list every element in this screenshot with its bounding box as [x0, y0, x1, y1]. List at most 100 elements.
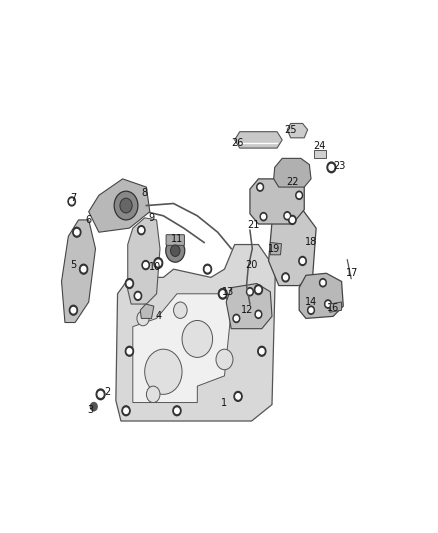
- Circle shape: [325, 300, 332, 308]
- Text: 14: 14: [305, 297, 317, 307]
- Text: 16: 16: [327, 303, 339, 313]
- Circle shape: [257, 183, 264, 191]
- Text: 22: 22: [286, 177, 299, 187]
- Circle shape: [205, 266, 210, 272]
- FancyBboxPatch shape: [166, 235, 184, 245]
- Circle shape: [136, 293, 140, 298]
- Circle shape: [203, 264, 212, 274]
- Text: 21: 21: [247, 220, 260, 230]
- Polygon shape: [133, 294, 231, 402]
- Polygon shape: [314, 150, 326, 158]
- Circle shape: [81, 266, 86, 272]
- Circle shape: [255, 310, 262, 318]
- Polygon shape: [299, 273, 343, 318]
- Polygon shape: [274, 158, 311, 187]
- Circle shape: [80, 264, 88, 274]
- Circle shape: [234, 391, 242, 401]
- Polygon shape: [250, 179, 304, 224]
- Circle shape: [124, 408, 128, 414]
- Circle shape: [236, 394, 240, 399]
- Circle shape: [146, 386, 160, 402]
- Circle shape: [320, 279, 326, 287]
- Text: 5: 5: [70, 260, 77, 270]
- Text: 23: 23: [333, 161, 346, 171]
- Text: 9: 9: [148, 213, 155, 223]
- Text: 24: 24: [313, 141, 326, 151]
- Circle shape: [309, 308, 313, 312]
- Circle shape: [282, 273, 290, 282]
- Text: 11: 11: [171, 234, 183, 244]
- Text: 13: 13: [222, 287, 234, 297]
- Circle shape: [297, 193, 301, 198]
- Polygon shape: [268, 209, 316, 286]
- Text: 17: 17: [346, 268, 358, 278]
- Circle shape: [96, 389, 105, 400]
- Text: 8: 8: [141, 188, 148, 198]
- Text: 20: 20: [245, 260, 257, 270]
- Circle shape: [173, 406, 181, 416]
- Circle shape: [114, 191, 138, 220]
- Circle shape: [154, 257, 162, 268]
- Circle shape: [283, 275, 288, 280]
- Polygon shape: [287, 124, 307, 138]
- Circle shape: [247, 288, 253, 296]
- Circle shape: [248, 289, 252, 294]
- Circle shape: [120, 198, 132, 213]
- Text: 2: 2: [104, 387, 110, 397]
- Circle shape: [219, 288, 227, 299]
- Text: 6: 6: [86, 215, 92, 225]
- Circle shape: [300, 259, 304, 263]
- Polygon shape: [330, 302, 342, 312]
- Circle shape: [69, 305, 78, 315]
- Circle shape: [127, 281, 132, 286]
- Circle shape: [286, 214, 289, 218]
- Circle shape: [134, 292, 141, 301]
- Text: 3: 3: [87, 405, 93, 415]
- Circle shape: [254, 285, 262, 295]
- Circle shape: [68, 197, 75, 206]
- Circle shape: [234, 316, 238, 321]
- Circle shape: [256, 287, 261, 293]
- Circle shape: [166, 239, 185, 262]
- Circle shape: [71, 308, 76, 313]
- Circle shape: [260, 349, 264, 354]
- Circle shape: [139, 228, 143, 233]
- Circle shape: [260, 213, 267, 221]
- Circle shape: [258, 185, 262, 189]
- Circle shape: [175, 408, 179, 414]
- Polygon shape: [88, 179, 150, 232]
- Text: 4: 4: [155, 311, 161, 321]
- Circle shape: [299, 256, 306, 265]
- Circle shape: [326, 302, 330, 306]
- Circle shape: [145, 349, 182, 394]
- Text: 19: 19: [268, 245, 280, 254]
- Circle shape: [220, 291, 225, 297]
- Circle shape: [90, 402, 97, 411]
- Circle shape: [261, 214, 265, 219]
- Circle shape: [125, 279, 134, 288]
- Text: 1: 1: [222, 398, 227, 408]
- Circle shape: [125, 346, 134, 356]
- Circle shape: [284, 212, 291, 220]
- Circle shape: [156, 260, 161, 266]
- Polygon shape: [226, 284, 272, 329]
- Circle shape: [98, 391, 103, 397]
- Circle shape: [73, 227, 81, 237]
- Text: 25: 25: [284, 125, 297, 135]
- Polygon shape: [140, 304, 154, 318]
- Circle shape: [289, 215, 296, 224]
- Text: 10: 10: [149, 262, 161, 272]
- Circle shape: [307, 306, 314, 314]
- Circle shape: [137, 311, 149, 326]
- Circle shape: [329, 165, 334, 171]
- Circle shape: [170, 245, 180, 256]
- Circle shape: [74, 230, 79, 235]
- Circle shape: [182, 320, 212, 358]
- Circle shape: [327, 162, 336, 173]
- Circle shape: [122, 406, 130, 416]
- Circle shape: [233, 314, 240, 322]
- Polygon shape: [128, 218, 160, 304]
- Polygon shape: [61, 220, 95, 322]
- Polygon shape: [116, 245, 276, 421]
- Circle shape: [127, 349, 132, 354]
